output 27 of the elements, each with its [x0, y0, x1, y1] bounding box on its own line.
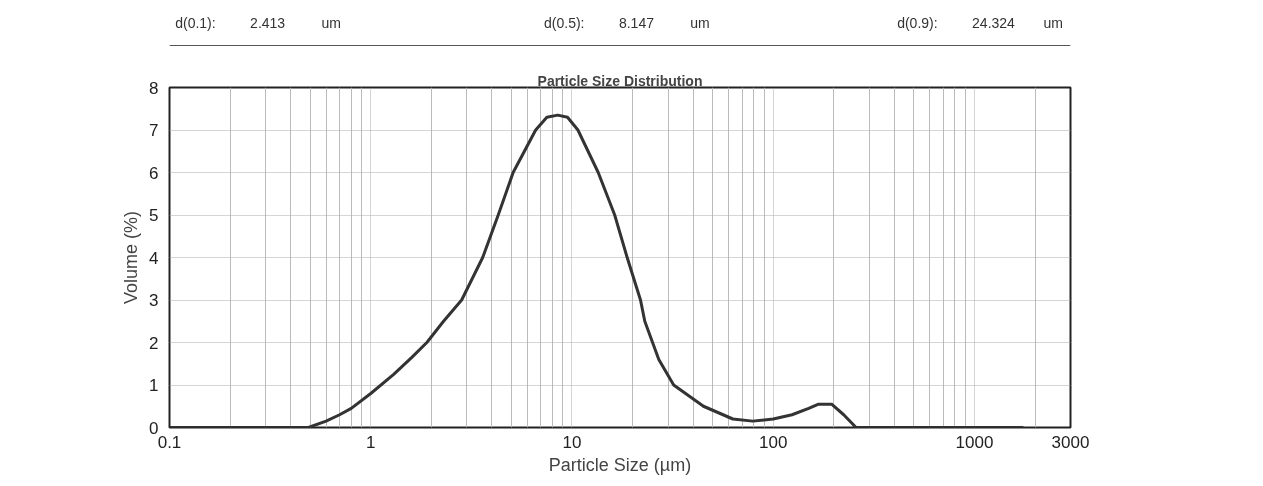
y-tick-label: 6 — [149, 163, 159, 183]
text: um — [690, 14, 710, 31]
text: 8.147 — [618, 14, 655, 31]
text: 2.413 — [250, 14, 286, 31]
y-tick-label: 2 — [149, 333, 159, 353]
chart-title: Particle Size Distribution — [537, 72, 703, 89]
x-tick-label: 0.1 — [157, 432, 182, 452]
text: d(0.1): — [175, 14, 216, 31]
y-tick-label: 5 — [149, 206, 159, 225]
text: d(0.5): — [544, 14, 585, 31]
text: d(0.9): — [897, 14, 938, 31]
y-tick-label: 7 — [149, 121, 159, 140]
y-tick-label: 4 — [149, 248, 159, 268]
x-tick-label: 3000 — [1051, 432, 1090, 452]
y-tick-label: 3 — [149, 291, 159, 310]
text: um — [321, 14, 341, 31]
y-tick-label: 1 — [149, 376, 159, 395]
y-tick-label: 0 — [149, 418, 159, 438]
x-tick-label: 1000 — [955, 432, 994, 452]
x-tick-label: 1 — [366, 432, 376, 452]
text: 24.324 — [972, 14, 1016, 31]
x-tick-label: 10 — [562, 432, 582, 452]
x-axis-title: Particle Size (µm) — [548, 454, 692, 475]
x-tick-label: 100 — [759, 432, 788, 452]
y-tick-label: 8 — [149, 78, 159, 98]
text: um — [1043, 14, 1063, 31]
y-axis-title: Volume (%) — [121, 210, 142, 305]
